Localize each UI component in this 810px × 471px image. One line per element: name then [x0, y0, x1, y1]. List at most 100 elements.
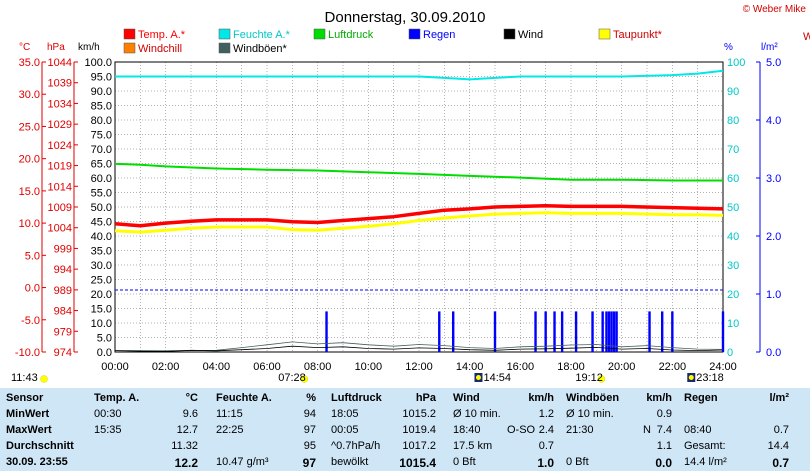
table-cell-rain-time: Regen — [684, 392, 718, 404]
rain-bar — [452, 311, 455, 352]
pressure-tick-label: 989 — [54, 285, 72, 297]
pressure-tick-label: 979 — [54, 326, 72, 338]
table-cell-gust-time: 0 Bft — [566, 456, 589, 468]
table-cell-gust-mid: N — [643, 424, 651, 436]
rain-bar — [612, 311, 616, 352]
humidity-tick-label: 80 — [727, 115, 739, 127]
series-line-temp-a — [114, 203, 724, 228]
table-cell-gust-time: Windböen — [566, 392, 620, 404]
rain-bar — [610, 311, 613, 352]
table-cell-wind-time: 18:40 — [453, 424, 481, 436]
wind-tick-label: 55.0 — [91, 188, 112, 200]
table-cell-rain-val: 0.7 — [773, 424, 789, 436]
wind-tick-label: 100.0 — [84, 57, 112, 69]
table-cell-wind-val: 1.2 — [538, 408, 554, 420]
table-cell-press-val: 1017.2 — [402, 440, 436, 452]
wind-tick-label: 25.0 — [91, 275, 112, 287]
rain-bar — [574, 311, 578, 352]
rain-bar — [671, 311, 674, 352]
rain-tick-label: 0.0 — [766, 347, 781, 359]
table-cell-hum-time: Feuchte A. — [216, 392, 272, 404]
x-tick-label: 08:00 — [304, 361, 332, 373]
rain-bar — [607, 311, 611, 352]
temp-tick-label: -10.0 — [15, 347, 40, 359]
temp-tick-label: -5.0 — [21, 315, 40, 327]
table-cell-wind-val: 1.0 — [537, 456, 554, 470]
temp-tick-label: 5.0 — [25, 250, 40, 262]
pressure-tick-label: 994 — [54, 264, 72, 276]
table-cell-wind-time: 0 Bft — [453, 456, 476, 468]
sun-icon — [300, 375, 308, 383]
wind-tick-label: 45.0 — [91, 217, 112, 229]
rain-bar — [615, 311, 618, 352]
rain-tick-label: 4.0 — [766, 115, 781, 127]
table-cell-press-time: 00:05 — [331, 424, 359, 436]
table-cell-hum-val: % — [306, 392, 316, 404]
humidity-tick-label: 70 — [727, 144, 739, 156]
table-cell-temp-val: °C — [185, 392, 198, 404]
table-cell-rain-val: 0.7 — [772, 456, 789, 470]
rain-bar — [560, 311, 564, 352]
rain-bar — [605, 311, 608, 352]
legend-swatch — [218, 28, 231, 40]
x-tick-label: 18:00 — [557, 361, 585, 373]
table-cell-press-val: 1015.2 — [402, 408, 436, 420]
table-cell-rain-time: 08:40 — [684, 424, 712, 436]
pressure-tick-label: 984 — [54, 306, 72, 318]
table-cell-rain-val: 14.4 — [767, 440, 789, 452]
legend-label: Luftdruck — [328, 29, 374, 41]
x-tick-label: 16:00 — [507, 361, 535, 373]
temp-tick-label: 0.0 — [25, 283, 40, 295]
table-cell-label: Sensor — [6, 392, 44, 404]
legend-swatch — [313, 28, 326, 40]
credit-label: © Weber Mike — [743, 4, 807, 15]
humidity-tick-label: 100 — [727, 57, 745, 69]
series-line-taupunkt — [114, 211, 724, 234]
table-cell-hum-time: 22:25 — [216, 424, 244, 436]
rain-bar — [544, 311, 547, 352]
legend-label: Windböen* — [233, 43, 288, 55]
humidity-tick-label: 50 — [727, 202, 739, 214]
table-cell-hum-val: 97 — [303, 424, 316, 436]
legend-label: Taupunkt* — [613, 29, 663, 41]
x-tick-label: 04:00 — [203, 361, 231, 373]
pressure-tick-label: 1024 — [48, 140, 72, 152]
x-tick-label: 14:00 — [456, 361, 484, 373]
right-cut-label: W — [803, 31, 810, 43]
table-cell-label: MinWert — [6, 408, 50, 420]
series-line-wind — [114, 345, 724, 352]
humidity-tick-label: 60 — [727, 173, 739, 185]
humidity-tick-label: 10 — [727, 318, 739, 330]
rain-bar — [591, 311, 594, 352]
table-cell-temp-val: 11.32 — [171, 440, 198, 452]
pressure-tick-label: 1004 — [48, 223, 72, 235]
table-cell-wind-mid: O-SO — [507, 424, 536, 436]
table-cell-wind-time: Ø 10 min. — [453, 408, 501, 420]
humidity-tick-label: 90 — [727, 86, 739, 98]
rain-bar — [601, 311, 604, 352]
table-cell-temp-time: 00:30 — [94, 408, 122, 420]
series-line-windb-en — [114, 341, 724, 352]
table-cell-wind-time: 17.5 km — [453, 440, 493, 452]
temp-tick-label: 10.0 — [19, 218, 40, 230]
table-cell-label: 30.09. 23:55 — [6, 456, 68, 468]
sun-icon — [40, 375, 48, 383]
sun-moon-events: 11:43 07:28 14:54 19:12 23:18 — [11, 372, 724, 384]
table-cell-temp-val: 12.7 — [176, 424, 198, 436]
wind-tick-label: 60.0 — [91, 173, 112, 185]
pressure-tick-label: 999 — [54, 243, 72, 255]
table-cell-temp-val: 12.2 — [174, 456, 198, 470]
pressure-tick-label: 1034 — [48, 98, 72, 110]
event-time-label: 19:12 — [575, 372, 603, 384]
moon-icon-glyph — [475, 375, 481, 380]
pressure-tick-label: 1014 — [48, 181, 72, 193]
pressure-tick-label: 1029 — [48, 119, 72, 131]
event-time-label: 07:28 — [278, 372, 306, 384]
pressure-tick-label: 974 — [54, 347, 72, 359]
table-cell-gust-time: 21:30 — [566, 424, 594, 436]
rain-bar — [438, 311, 441, 352]
wind-tick-label: 75.0 — [91, 130, 112, 142]
chart-title: Donnerstag, 30.09.2010 — [325, 9, 486, 26]
temp-tick-label: 30.0 — [19, 89, 40, 101]
wind-tick-label: 5.0 — [97, 333, 112, 345]
